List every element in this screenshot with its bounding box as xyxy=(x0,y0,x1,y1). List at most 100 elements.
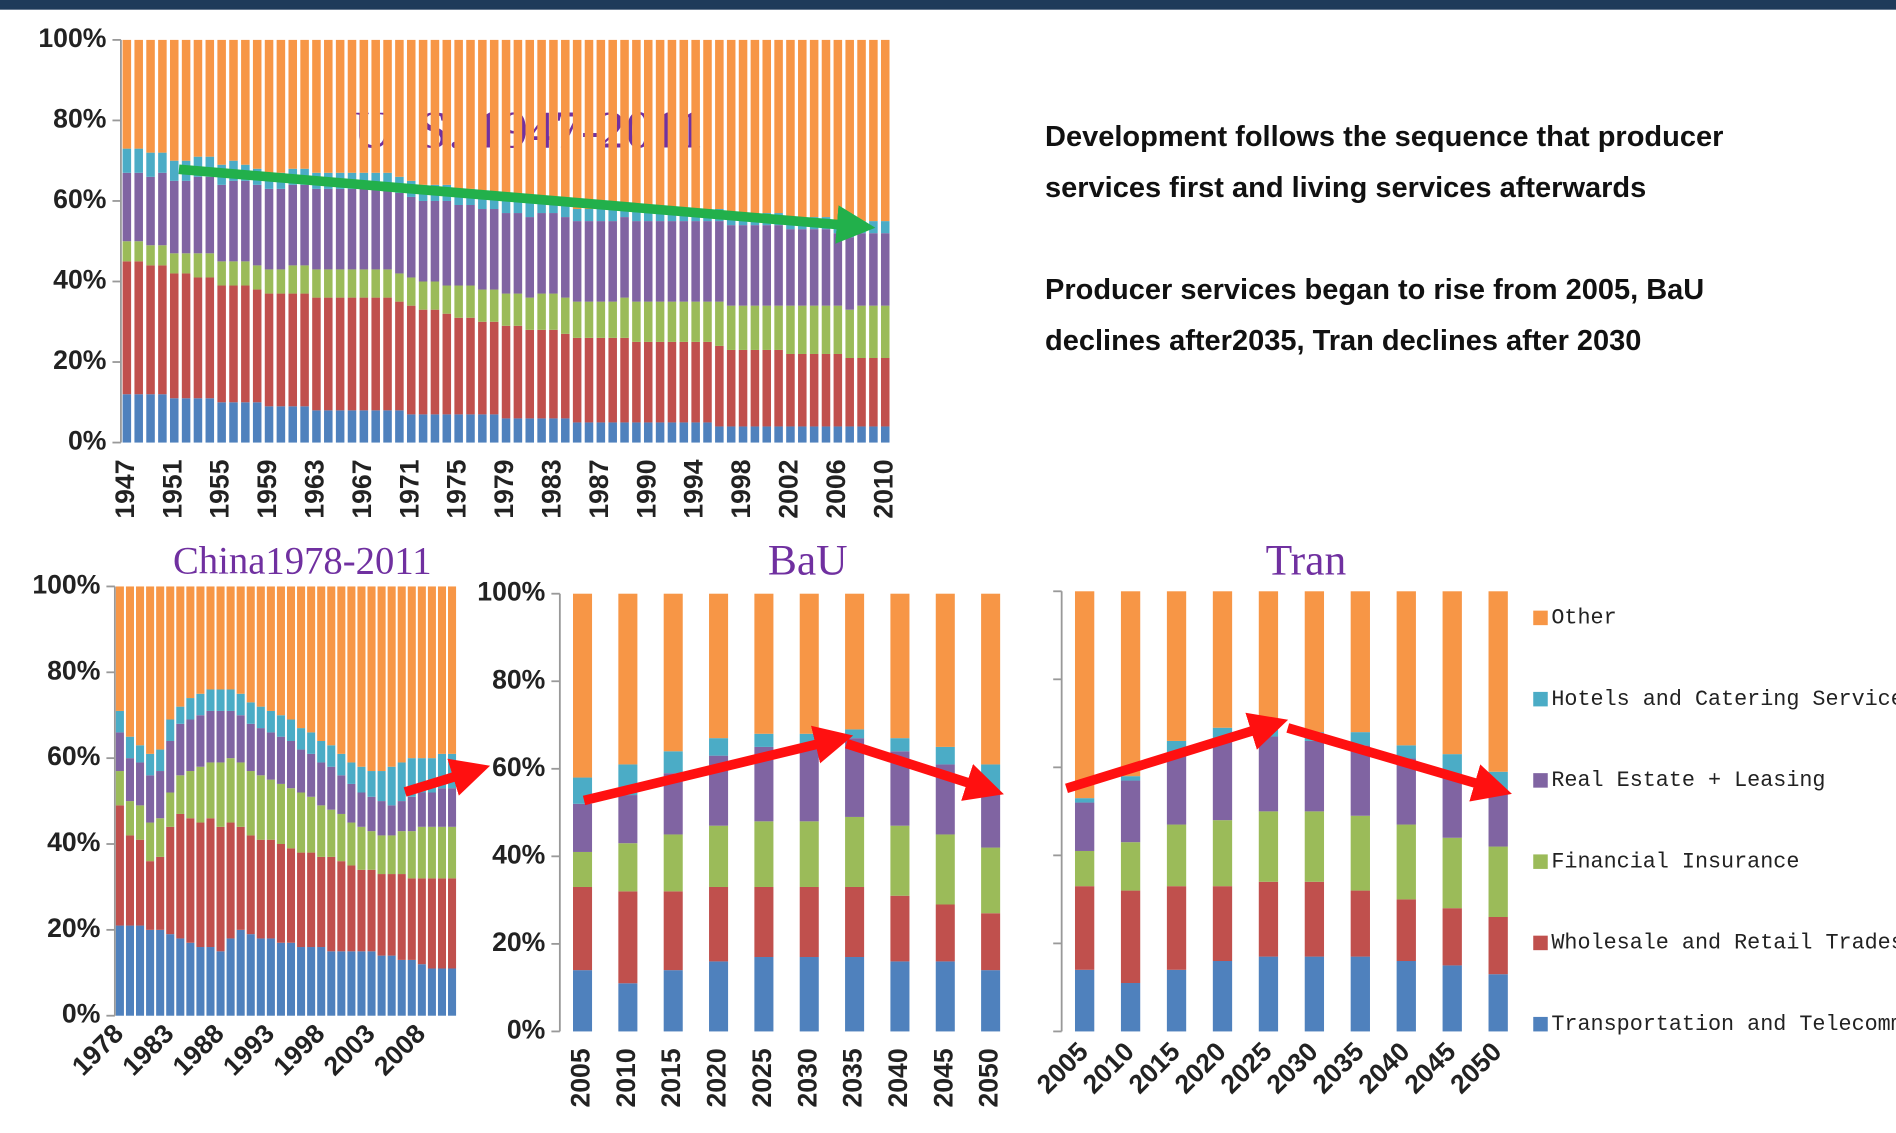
bar-segment xyxy=(620,39,629,205)
bar-segment xyxy=(750,426,760,443)
bar-segment xyxy=(655,221,665,302)
bar-segment xyxy=(738,305,748,350)
bar-segment xyxy=(584,301,594,338)
bar-segment xyxy=(608,39,617,210)
bar-segment xyxy=(395,301,404,411)
bar-segment xyxy=(217,39,226,165)
bar-segment xyxy=(750,305,760,350)
trend-arrow xyxy=(582,725,854,806)
bar-segment xyxy=(618,891,638,984)
bar-segment xyxy=(387,586,396,767)
bar-segment xyxy=(312,410,321,443)
bar-segment xyxy=(300,406,309,443)
bar-segment xyxy=(935,834,955,905)
bar-segment xyxy=(300,184,309,266)
bar-segment xyxy=(1304,740,1325,812)
x-tick-label: 1998 xyxy=(726,459,756,518)
bar-segment xyxy=(754,746,774,822)
bar-segment xyxy=(715,301,724,346)
bar-segment xyxy=(377,955,386,1016)
bar-segment xyxy=(442,200,452,286)
bar-segment xyxy=(890,738,910,752)
bar-segment xyxy=(406,414,416,443)
bar-segment xyxy=(632,301,641,342)
bar-segment xyxy=(229,39,238,161)
bar-segment xyxy=(427,586,436,759)
bar-segment xyxy=(1120,983,1141,1032)
bar-segment xyxy=(417,826,426,879)
bar-segment xyxy=(418,200,428,282)
x-tick-label: 2030 xyxy=(1261,1036,1324,1099)
bar-segment xyxy=(387,766,396,806)
bar-segment xyxy=(125,925,134,1016)
legend-swatch xyxy=(1533,854,1548,869)
bar-segment xyxy=(205,156,215,177)
trend-arrow xyxy=(403,758,491,797)
bar-segment xyxy=(146,586,155,754)
bar-segment xyxy=(312,188,321,270)
bar-segment xyxy=(252,289,262,403)
bar-segment xyxy=(833,39,843,222)
bar-segment xyxy=(276,715,285,737)
bar-segment xyxy=(136,839,145,926)
bar-segment xyxy=(809,229,819,306)
bar-segment xyxy=(241,180,250,262)
bar-segment xyxy=(501,196,511,214)
bar-segment xyxy=(750,39,760,214)
x-tick-label: 2015 xyxy=(656,1048,686,1107)
bar-segment xyxy=(799,821,819,887)
bar-segment xyxy=(679,341,689,423)
bar-segment xyxy=(417,792,426,827)
bar-segment xyxy=(663,593,683,752)
bar-segment xyxy=(632,341,641,423)
bar-segment xyxy=(418,39,428,185)
bar-segment xyxy=(466,39,475,189)
bar-segment xyxy=(205,398,215,443)
bar-segment xyxy=(266,732,275,780)
bar-segment xyxy=(146,822,155,862)
x-tick-label: 1967 xyxy=(347,459,377,518)
bar-segment xyxy=(286,586,296,720)
bar-segment xyxy=(246,586,255,703)
bar-segment xyxy=(307,796,316,853)
bar-segment xyxy=(1074,802,1095,851)
bar-segment xyxy=(327,586,336,746)
bar-segment xyxy=(317,762,326,806)
bar-segment xyxy=(691,221,700,302)
bar-segment xyxy=(181,398,191,443)
bar-segment xyxy=(845,39,854,226)
bar-segment xyxy=(643,209,653,222)
bar-segment xyxy=(442,285,452,314)
bar-segment xyxy=(193,39,203,157)
bar-segment xyxy=(466,317,475,415)
x-tick-label: 2025 xyxy=(747,1048,777,1107)
bar-segment xyxy=(596,39,606,210)
bar-segment xyxy=(809,426,819,443)
bar-segment xyxy=(266,938,275,1016)
y-tick-label: 0% xyxy=(62,999,100,1029)
bar-segment xyxy=(169,160,179,181)
bar-segment xyxy=(679,422,689,443)
bar-segment xyxy=(286,788,296,849)
bar-segment xyxy=(176,586,185,707)
bar-segment xyxy=(572,209,582,222)
bar-segment xyxy=(489,192,499,210)
bar-segment xyxy=(193,277,203,399)
bar-segment xyxy=(549,293,558,330)
bar-segment xyxy=(525,329,535,419)
bar-segment xyxy=(337,813,346,862)
x-tick-label: 2045 xyxy=(1398,1036,1461,1099)
bar-segment xyxy=(478,289,487,322)
bar-segment xyxy=(890,825,910,896)
bar-segment xyxy=(880,305,890,359)
bar-segment xyxy=(288,265,298,294)
bar-segment xyxy=(632,422,641,443)
bar-segment xyxy=(166,934,175,1016)
bar-segment xyxy=(489,289,499,322)
bar-segment xyxy=(166,826,175,935)
bar-segment xyxy=(663,773,683,835)
bar-segment xyxy=(448,586,457,754)
bar-segment xyxy=(572,301,582,338)
bar-segment xyxy=(312,39,321,173)
bar-segment xyxy=(1166,591,1187,741)
